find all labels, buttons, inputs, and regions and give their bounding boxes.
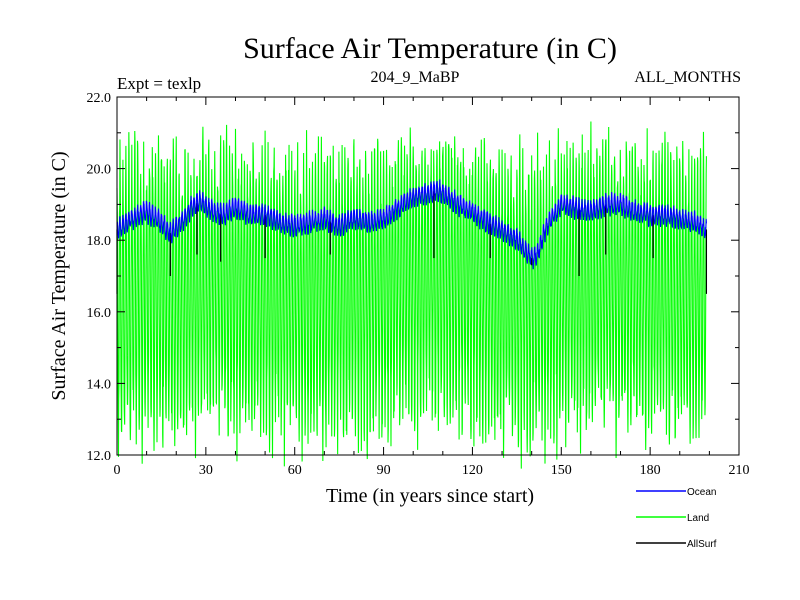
series-land-line — [116, 121, 707, 469]
x-tick-label: 150 — [551, 463, 572, 478]
legend: Ocean Land AllSurf — [636, 487, 717, 550]
y-axis-title: Surface Air Temperature (in C) — [48, 151, 70, 400]
x-tick-label: 60 — [288, 463, 302, 478]
y-tick-label: 16.0 — [87, 306, 112, 321]
y-tick-label: 22.0 — [87, 91, 112, 106]
x-tick-label: 30 — [199, 463, 213, 478]
x-tick-label: 0 — [114, 463, 121, 478]
x-tick-label: 180 — [640, 463, 661, 478]
legend-label-allsurf: AllSurf — [687, 539, 717, 550]
y-tick-label: 20.0 — [87, 163, 112, 178]
series-ocean-line — [116, 179, 707, 270]
y-tick-label: 14.0 — [87, 377, 112, 392]
axes: 0 30 60 90 120 150 180 210 12.0 14.0 16.0 18.0 20.0 2… — [87, 91, 750, 478]
age-label: 204_9_MaBP — [371, 69, 460, 86]
legend-label-land: Land — [687, 513, 709, 524]
experiment-label: Expt = texlp — [117, 74, 201, 93]
legend-label-ocean: Ocean — [687, 487, 716, 498]
chart-title: Surface Air Temperature (in C) — [243, 32, 617, 65]
x-tick-label: 120 — [462, 463, 483, 478]
x-axis-title: Time (in years since start) — [326, 485, 534, 507]
months-label: ALL_MONTHS — [634, 69, 741, 86]
y-tick-label: 18.0 — [87, 234, 112, 249]
x-tick-label: 210 — [729, 463, 750, 478]
plot-area — [116, 121, 708, 469]
y-tick-label: 12.0 — [87, 449, 112, 464]
x-tick-label: 90 — [377, 463, 391, 478]
